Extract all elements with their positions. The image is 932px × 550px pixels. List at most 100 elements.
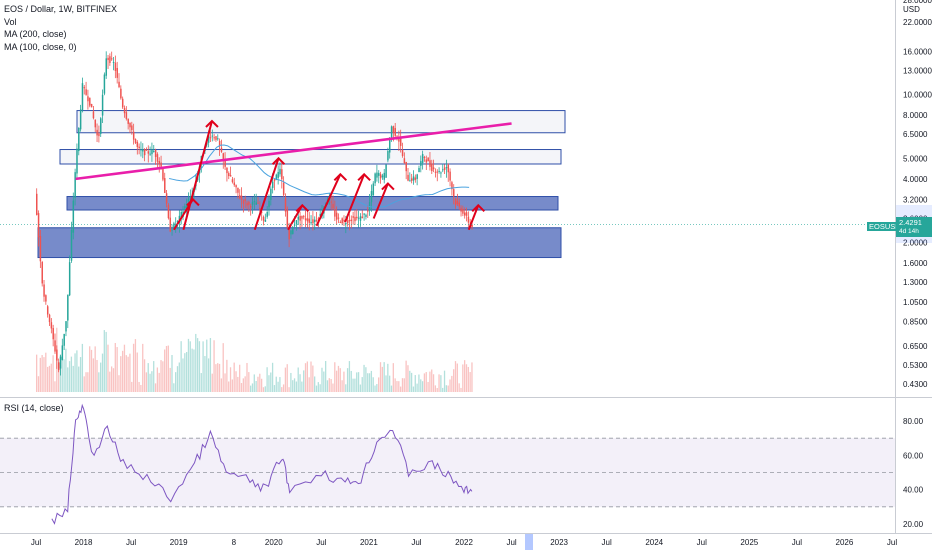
candle-body [79, 109, 82, 130]
volume-bar [357, 372, 360, 392]
price-tick-label: 8.0000 [903, 111, 928, 120]
chart-legend: EOS / Dollar, 1W, BITFINEX Vol MA (200, … [4, 3, 117, 53]
volume-bar [372, 377, 374, 392]
symbol-tag: EOSUSD [867, 222, 903, 231]
volume-bar [132, 343, 135, 392]
candle-body [319, 213, 322, 217]
annotation-arrow [287, 204, 304, 231]
volume-bar [407, 365, 409, 392]
price-tick-label: 1.6000 [903, 259, 928, 268]
candle-body [39, 236, 42, 262]
candle-body [284, 198, 287, 212]
candle-body [383, 172, 386, 180]
volume-bar [140, 384, 142, 392]
volume-bar [405, 360, 407, 392]
price-tick-label: 13.0000 [903, 66, 932, 75]
volume-bar [390, 385, 393, 392]
volume-bar [235, 371, 237, 392]
candle-body [372, 183, 375, 196]
volume-bar [109, 371, 111, 392]
volume-bar [365, 367, 367, 392]
candle-body [297, 216, 300, 220]
volume-bar [202, 341, 204, 392]
candle-body [357, 217, 360, 219]
candle-body [151, 149, 153, 155]
volume-bar [308, 377, 310, 392]
volume-bar [328, 378, 330, 392]
volume-bar [317, 382, 319, 392]
volume-bar [72, 365, 74, 392]
ma200-indicator-label[interactable]: MA (200, close) [4, 29, 67, 39]
candle-body [339, 221, 342, 223]
volume-bar [185, 352, 188, 392]
candle-body [275, 174, 278, 181]
candle-body [330, 201, 332, 203]
candle-body [87, 96, 89, 102]
candle-body [215, 136, 217, 140]
candle-body [149, 153, 151, 155]
candle-body [385, 164, 387, 178]
candle-body [187, 198, 190, 202]
candle-body [350, 219, 353, 221]
candle-body [398, 138, 400, 142]
volume-bar [292, 380, 294, 392]
ma100-indicator-label[interactable]: MA (100, close, 0) [4, 41, 77, 52]
price-tick-label: 0.5300 [903, 361, 928, 370]
volume-bar [204, 356, 206, 392]
candle-body [83, 87, 86, 89]
candle-body [282, 182, 285, 195]
rsi-tick-label: 60.00 [903, 451, 924, 460]
candle-body [442, 169, 444, 171]
candle-body [229, 175, 232, 177]
candle-body [334, 209, 336, 217]
volume-bar [295, 381, 298, 392]
candle-body [416, 174, 418, 179]
volume-bar [213, 340, 215, 392]
candle-body [251, 202, 254, 205]
volume-bar [162, 361, 164, 392]
support-resistance-zone [59, 149, 562, 165]
candle-body [337, 217, 340, 219]
volume-bar [98, 372, 100, 392]
vol-indicator-label[interactable]: Vol [4, 16, 17, 27]
candle-body [335, 212, 338, 220]
candle-body [67, 294, 69, 321]
volume-bar [244, 376, 246, 392]
price-tick-label: 16.0000 [903, 47, 932, 56]
volume-bar [319, 384, 321, 392]
last-price-tag: 2.4291 4d 14h [896, 217, 932, 237]
volume-bar [368, 373, 371, 392]
time-tick-label: Jul [792, 538, 802, 547]
candle-body [434, 171, 437, 173]
volume-bar [154, 383, 157, 392]
annotation-arrow [372, 183, 389, 219]
volume-bar [383, 362, 385, 392]
rsi-tick-label: 80.00 [903, 417, 924, 426]
rsi-indicator-label[interactable]: RSI (14, close) [4, 403, 64, 413]
candle-body [96, 129, 98, 136]
volume-bar [251, 383, 254, 392]
volume-bar [271, 362, 274, 392]
candle-body [465, 212, 468, 216]
symbol-tag-text: EOSUSD [869, 222, 901, 231]
candle-body [57, 362, 60, 371]
candle-body [142, 149, 144, 152]
candle-body [352, 216, 354, 218]
volume-bar [70, 356, 73, 392]
volume-bar [418, 374, 420, 392]
candle-body [162, 167, 164, 180]
volume-bar [123, 344, 126, 392]
annotation-arrow-head [205, 119, 219, 128]
candle-body [412, 176, 415, 181]
candle-body [90, 103, 93, 108]
candle-body [279, 168, 281, 175]
volume-bar [184, 353, 186, 392]
volume-bar [456, 363, 458, 392]
time-tick-label: Jul [697, 538, 707, 547]
volume-bar [193, 349, 195, 392]
candle-body [131, 125, 133, 130]
symbol-title[interactable]: EOS / Dollar, 1W, BITFINEX [4, 4, 118, 14]
candle-body [423, 156, 426, 158]
volume-bar [385, 375, 387, 392]
